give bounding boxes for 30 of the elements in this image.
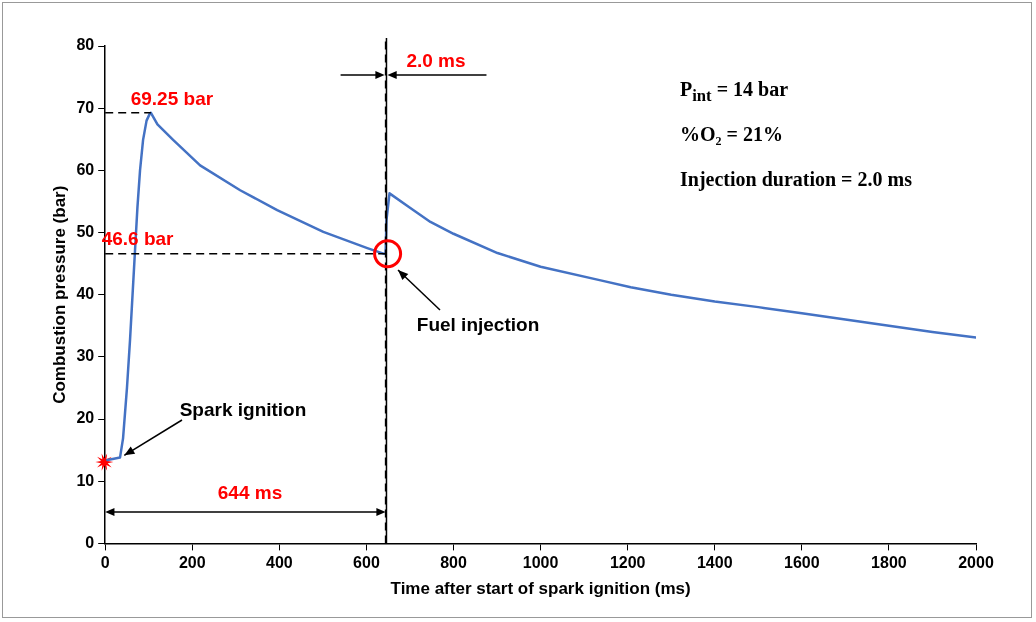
x-axis-title: Time after start of spark ignition (ms)	[390, 579, 691, 599]
annotation: %O₂ = 21%	[680, 123, 784, 147]
annotation: Spark ignition	[179, 399, 307, 421]
y-tick-label: 50	[76, 222, 95, 240]
y-tick-label: 40	[76, 285, 95, 303]
y-tick-label: 70	[76, 98, 95, 116]
y-tick-label: 80	[76, 36, 95, 54]
x-tick-label: 800	[440, 554, 467, 572]
x-tick-label: 0	[100, 554, 110, 572]
x-tick-label: 1600	[784, 554, 820, 572]
x-tick-label: 200	[178, 554, 206, 572]
y-tick-label: 30	[76, 347, 95, 365]
y-tick-label: 0	[85, 533, 95, 551]
annotation: 644 ms	[217, 482, 283, 504]
y-tick-label: 60	[76, 160, 95, 178]
annotation: P$_{int}$ = 14 bar	[680, 78, 790, 107]
annotation: 2.0 ms	[406, 50, 466, 72]
x-tick-label: 1800	[871, 554, 907, 572]
y-tick-label: 10	[76, 471, 95, 489]
x-tick-label: 400	[266, 554, 293, 572]
x-tick-label: 600	[353, 554, 380, 572]
x-tick-label: 1000	[522, 554, 559, 572]
annotation: 69.25 bar	[130, 88, 214, 110]
x-tick-label: 2000	[958, 554, 994, 572]
x-tick-label: 1200	[609, 554, 646, 572]
y-tick-label: 20	[76, 409, 95, 427]
annotation: Fuel injection	[416, 314, 540, 336]
annotation: Injection duration = 2.0 ms	[680, 168, 912, 193]
y-axis-title: Combustion pressure (bar)	[49, 185, 69, 404]
x-tick-label: 1400	[696, 554, 733, 572]
